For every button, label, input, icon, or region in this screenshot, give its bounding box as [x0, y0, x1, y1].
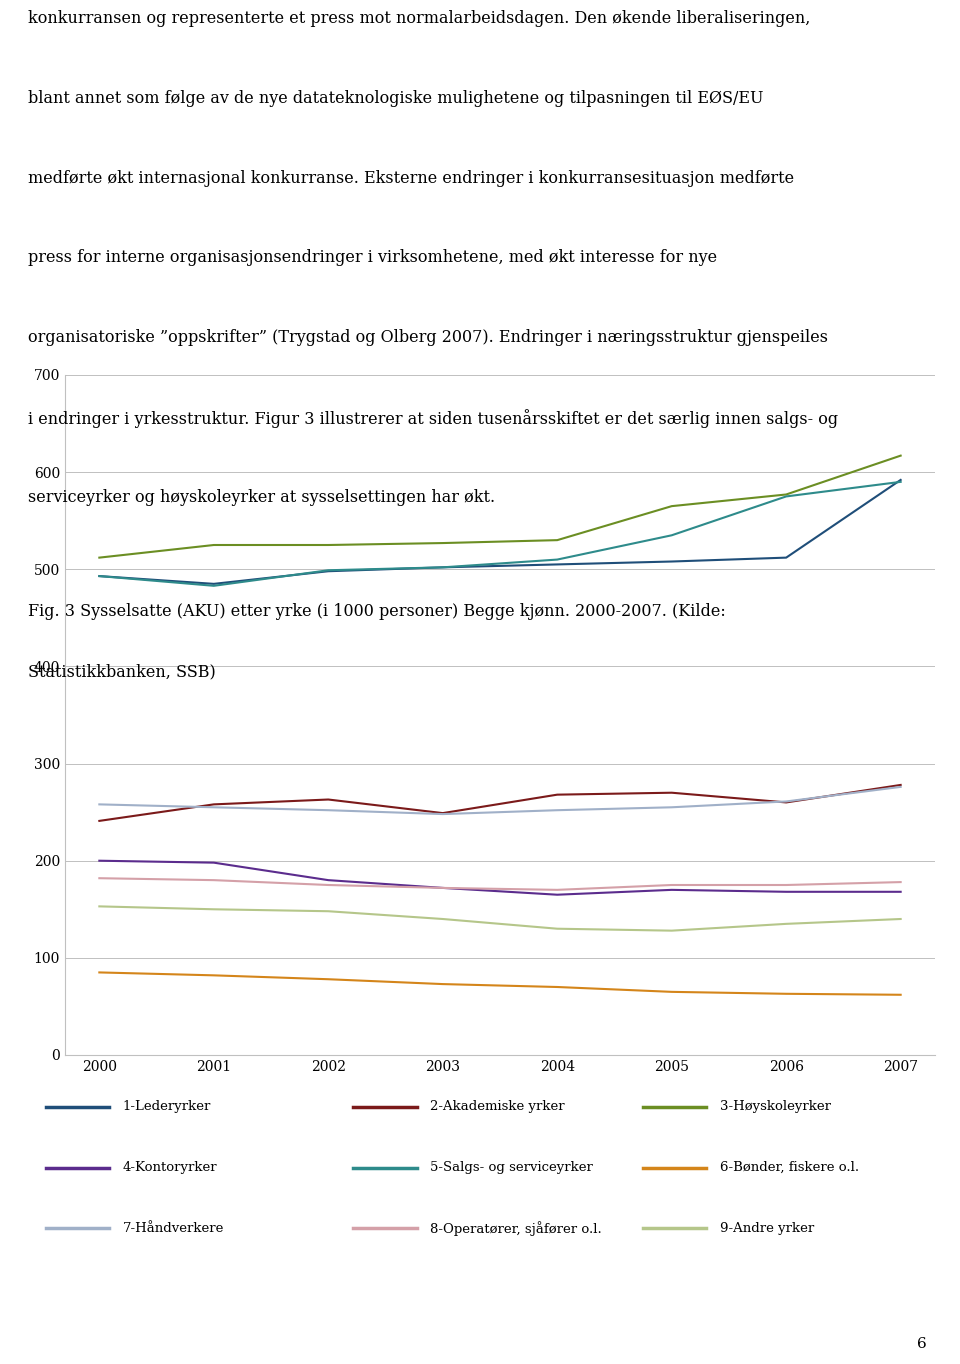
Text: blant annet som følge av de nye datateknologiske mulighetene og tilpasningen til: blant annet som følge av de nye datatekn…: [28, 90, 763, 106]
Text: Fig. 3 Sysselsatte (AKU) etter yrke (i 1000 personer) Begge kjønn. 2000-2007. (K: Fig. 3 Sysselsatte (AKU) etter yrke (i 1…: [28, 603, 726, 619]
Text: 2-Akademiske yrker: 2-Akademiske yrker: [430, 1101, 564, 1113]
Text: 1-Lederyrker: 1-Lederyrker: [123, 1101, 211, 1113]
Text: 3-Høyskoleyrker: 3-Høyskoleyrker: [720, 1101, 830, 1113]
Text: Statistikkbanken, SSB): Statistikkbanken, SSB): [28, 663, 216, 681]
Text: 6-Bønder, fiskere o.l.: 6-Bønder, fiskere o.l.: [720, 1161, 858, 1174]
Text: konkurransen og representerte et press mot normalarbeidsdagen. Den økende libera: konkurransen og representerte et press m…: [28, 10, 810, 27]
Text: 4-Kontoryrker: 4-Kontoryrker: [123, 1161, 218, 1174]
Text: 6: 6: [917, 1337, 926, 1350]
Text: 7-Håndverkere: 7-Håndverkere: [123, 1222, 225, 1234]
Text: 5-Salgs- og serviceyrker: 5-Salgs- og serviceyrker: [430, 1161, 593, 1174]
Text: press for interne organisasjonsendringer i virksomhetene, med økt interesse for : press for interne organisasjonsendringer…: [28, 250, 717, 266]
Text: medførte økt internasjonal konkurranse. Eksterne endringer i konkurransesituasjo: medførte økt internasjonal konkurranse. …: [28, 169, 794, 187]
Text: i endringer i yrkesstruktur. Figur 3 illustrerer at siden tusenårsskiftet er det: i endringer i yrkesstruktur. Figur 3 ill…: [28, 409, 838, 428]
Text: 8-Operatører, sjåfører o.l.: 8-Operatører, sjåfører o.l.: [430, 1221, 602, 1236]
Text: organisatoriske ”oppskrifter” (Trygstad og Olberg 2007). Endringer i næringsstru: organisatoriske ”oppskrifter” (Trygstad …: [28, 329, 828, 346]
Text: 9-Andre yrker: 9-Andre yrker: [720, 1222, 814, 1234]
Text: serviceyrker og høyskoleyrker at sysselsettingen har økt.: serviceyrker og høyskoleyrker at syssels…: [28, 488, 495, 506]
